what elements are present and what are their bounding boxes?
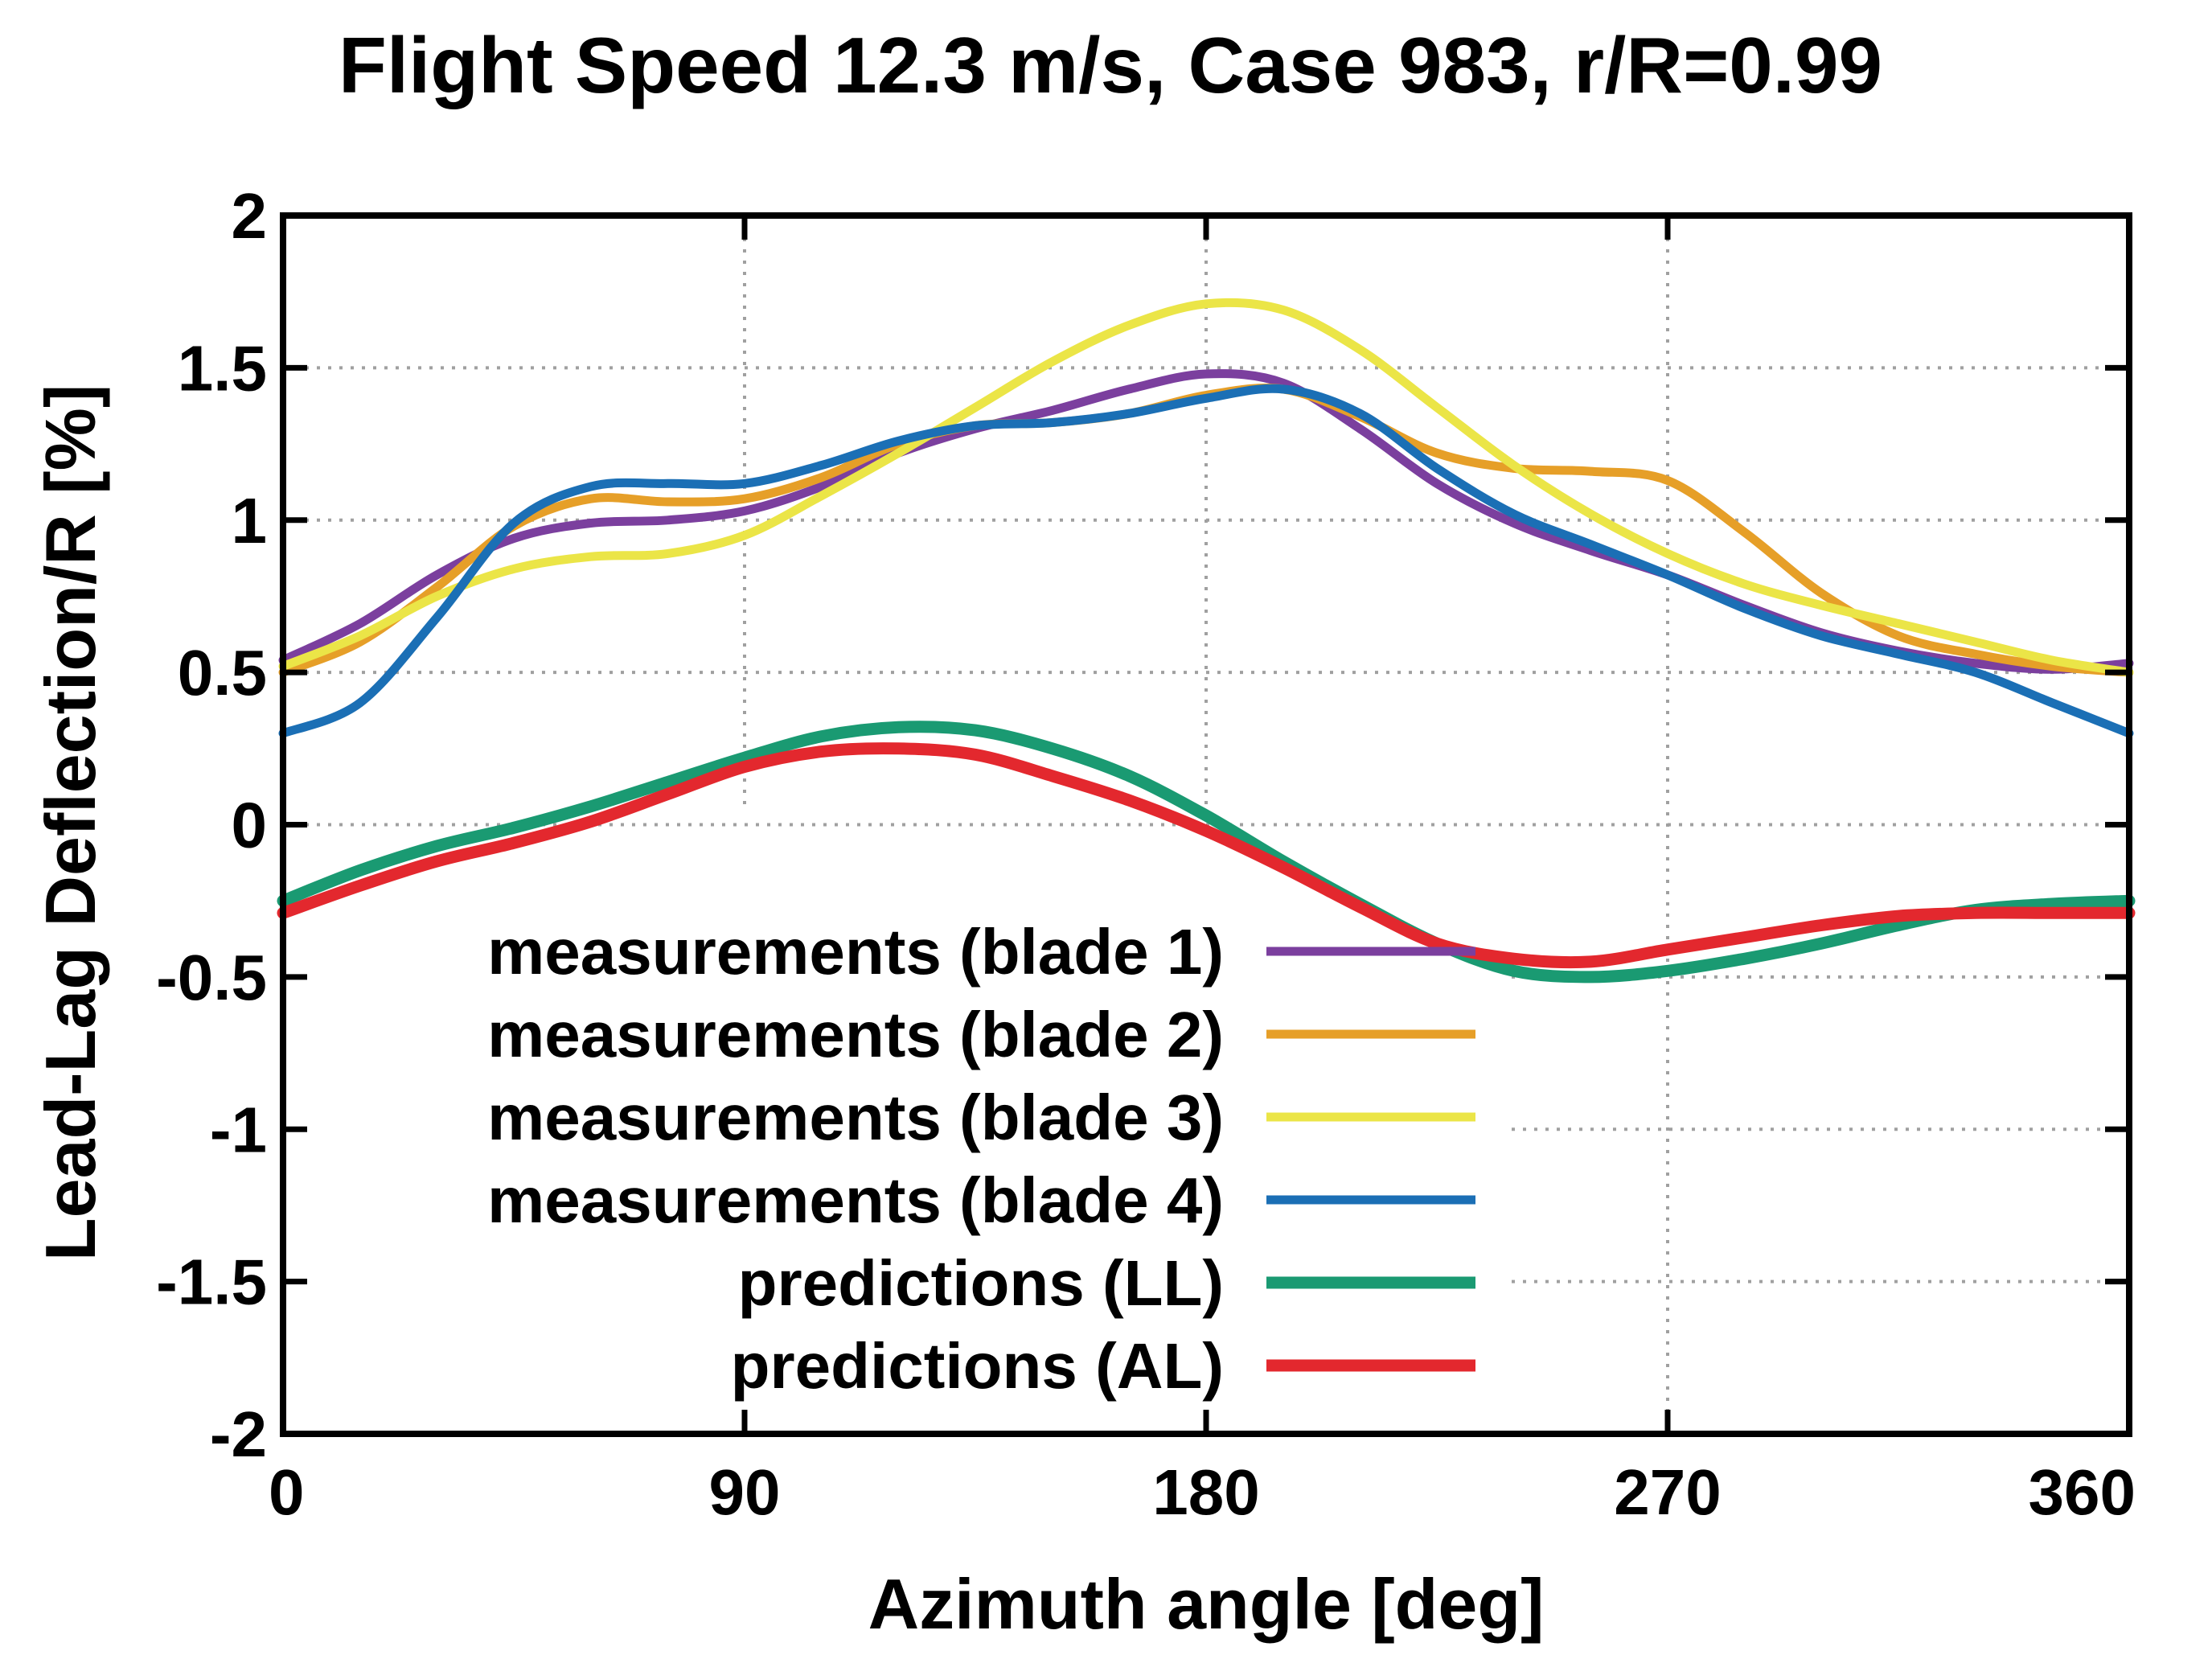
y-tick-label: -1.5 (156, 1246, 267, 1318)
series-lines (277, 298, 2136, 984)
x-axis-label: Azimuth angle [deg] (868, 1564, 1545, 1644)
series-line-6 (277, 742, 2136, 969)
y-tick-label: -0.5 (156, 942, 267, 1013)
y-tick-label: 0.5 (178, 637, 267, 708)
y-tick-label: 2 (232, 180, 268, 252)
x-tick-label: 180 (1152, 1456, 1259, 1528)
y-tick-label: 1 (232, 485, 268, 556)
series-line-4 (278, 384, 2134, 738)
legend-label-3: measurements (blade 3) (487, 1082, 1224, 1153)
legend-label-5: predictions (LL) (738, 1247, 1224, 1319)
x-tick-label: 360 (2029, 1456, 2136, 1528)
y-tick-label: 0 (232, 790, 268, 861)
legend-label-4: measurements (blade 4) (487, 1164, 1224, 1236)
axes: 21.510.50-0.5-1-1.5-20 90 180 270 360 (156, 180, 2136, 1528)
series-line-3 (278, 298, 2134, 677)
legend: measurements (blade 1) measurements (blad… (487, 916, 1475, 1402)
series-line-5 (277, 721, 2136, 984)
legend-label-1: measurements (blade 1) (487, 916, 1224, 988)
legend-label-2: measurements (blade 2) (487, 999, 1224, 1070)
y-tick-label: 1.5 (178, 332, 267, 404)
y-tick-label: -1 (210, 1094, 267, 1165)
chart-title: Flight Speed 12.3 m/s, Case 983, r/R=0.9… (339, 21, 1882, 109)
x-tick-label: 90 (709, 1456, 781, 1528)
y-tick-label: -2 (210, 1398, 267, 1470)
x-tick-label: 270 (1614, 1456, 1721, 1528)
x-tick-label: 0 (269, 1456, 305, 1528)
y-axis-label: Lead-Lag Deflection/R [%] (31, 384, 110, 1261)
legend-label-6: predictions (AL) (731, 1330, 1224, 1402)
